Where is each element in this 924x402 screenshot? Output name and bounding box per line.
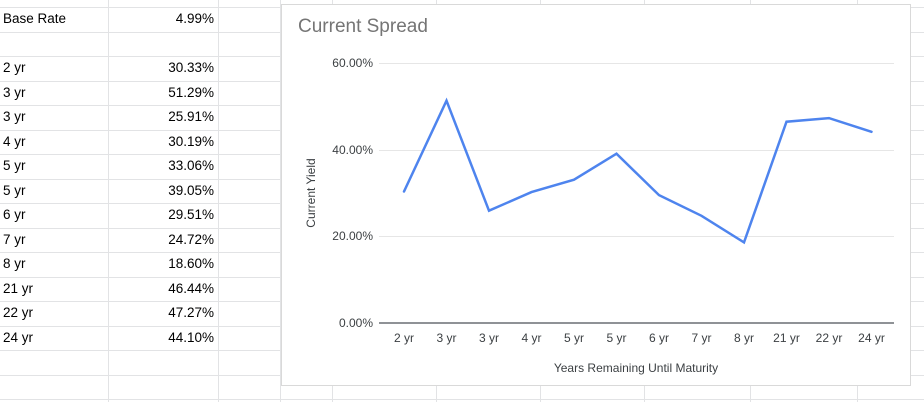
cell-value[interactable] [108,375,218,400]
cell-label[interactable]: 3 yr [3,84,26,100]
x-tick-label: 8 yr [733,331,755,345]
y-tick-label: 60.00% [332,55,373,70]
row-gridline [0,399,924,400]
embedded-chart[interactable]: Current Spread Current Yield 0.00% 20.00%… [281,4,911,386]
y-tick-label: 20.00% [332,229,373,244]
cell-label[interactable]: 6 yr [3,207,26,222]
x-axis-title: Years Remaining Until Maturity [553,361,719,375]
plot-gridline [379,236,894,238]
cell-label[interactable]: 7 yr [3,231,26,247]
column-gridline [108,0,109,402]
cell-value[interactable]: 25.91% [168,109,214,124]
cell-value[interactable]: 4.99% [175,11,214,26]
cell-label[interactable]: 4 yr [3,133,26,149]
plot-gridline [379,62,894,64]
cell-value[interactable]: 18.60% [168,256,214,271]
cell-value[interactable] [108,350,218,375]
x-tick-label: 7 yr [691,331,712,345]
cell-label[interactable]: 2 yr [3,60,26,75]
column-gridline [218,0,219,402]
cell-label[interactable]: 24 yr [3,329,34,345]
cell-value[interactable] [108,32,218,57]
cell-label[interactable]: 5 yr [3,158,26,173]
x-tick-label: 5 yr [563,331,585,345]
x-tick-label: 2 yr [393,331,415,345]
cell-label[interactable]: 21 yr [3,280,34,296]
cell-label[interactable]: 5 yr [3,182,26,198]
cell-value[interactable]: 30.33% [168,60,214,75]
y-tick-label: 40.00% [332,142,373,157]
cell-value[interactable]: 24.72% [168,231,214,247]
cell-value[interactable]: 51.29% [168,84,214,100]
x-tick-label: 21 yr [773,331,800,345]
x-axis-line [379,322,894,324]
x-tick-label: 4 yr [521,331,542,345]
cell-value[interactable]: 44.10% [168,329,214,345]
cell-value[interactable]: 46.44% [168,280,214,296]
cell-label[interactable] [0,32,108,57]
x-tick-label: 24 yr [858,331,885,345]
cell-value[interactable]: 33.06% [168,158,214,173]
line-series [402,97,873,245]
cell-value[interactable]: 30.19% [168,133,214,149]
series-current-yield [402,97,873,245]
x-tick-label: 6 yr [648,331,670,345]
cell-value[interactable]: 29.51% [168,207,214,222]
x-tick-label: 3 yr [478,331,500,345]
cell-label[interactable]: Base Rate [3,11,67,26]
cell-value[interactable]: 39.05% [168,182,214,198]
cell-label[interactable] [0,375,108,400]
y-axis-title: Current Yield [304,158,318,228]
cell-label[interactable]: 8 yr [3,256,26,271]
x-tick-label: 22 yr [815,331,843,345]
cell-value[interactable]: 47.27% [168,305,214,320]
chart-title: Current Spread [298,16,428,37]
x-tick-label: 5 yr [606,331,627,345]
cell-label[interactable]: 3 yr [3,109,26,124]
cell-label[interactable]: 22 yr [3,305,34,320]
plot-gridline [379,149,894,151]
y-tick-label: 0.00% [338,316,373,330]
cell-label[interactable] [0,350,108,375]
x-tick-label: 3 yr [436,331,457,345]
column-gridline [280,0,281,402]
